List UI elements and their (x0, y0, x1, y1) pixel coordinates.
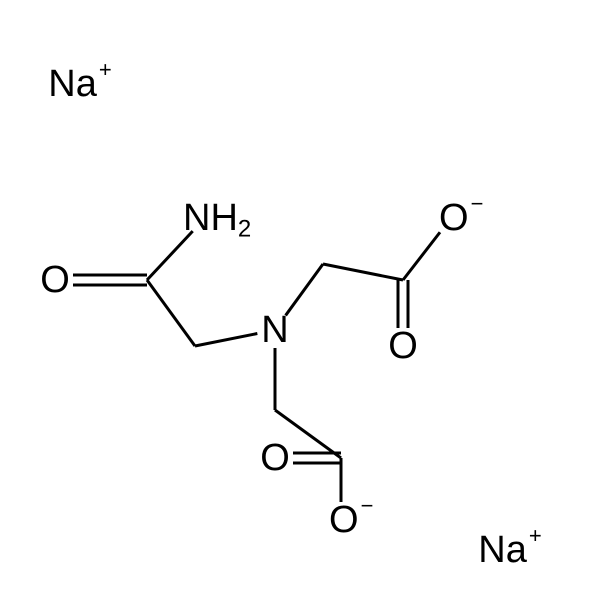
atom-label-O_amide: O (40, 259, 70, 301)
molecule-diagram: Na+ Na+ NH2 O N O− O O O− (0, 0, 600, 600)
atom-label-NH2: NH2 (183, 197, 251, 242)
atom-label-O1_neg: O− (439, 190, 483, 239)
bond (403, 232, 440, 280)
atom-label-O1_dbl: O (388, 325, 418, 367)
bond (195, 334, 257, 346)
atom-label-Na1: Na+ (48, 56, 111, 105)
bond (147, 280, 195, 346)
atom-label-N: N (261, 309, 288, 351)
bond (323, 264, 403, 280)
bond (286, 264, 323, 315)
atom-label-Na2: Na+ (478, 522, 541, 571)
atom-label-O2_neg: O− (329, 492, 373, 541)
atom-label-O2_dbl: O (260, 437, 290, 479)
